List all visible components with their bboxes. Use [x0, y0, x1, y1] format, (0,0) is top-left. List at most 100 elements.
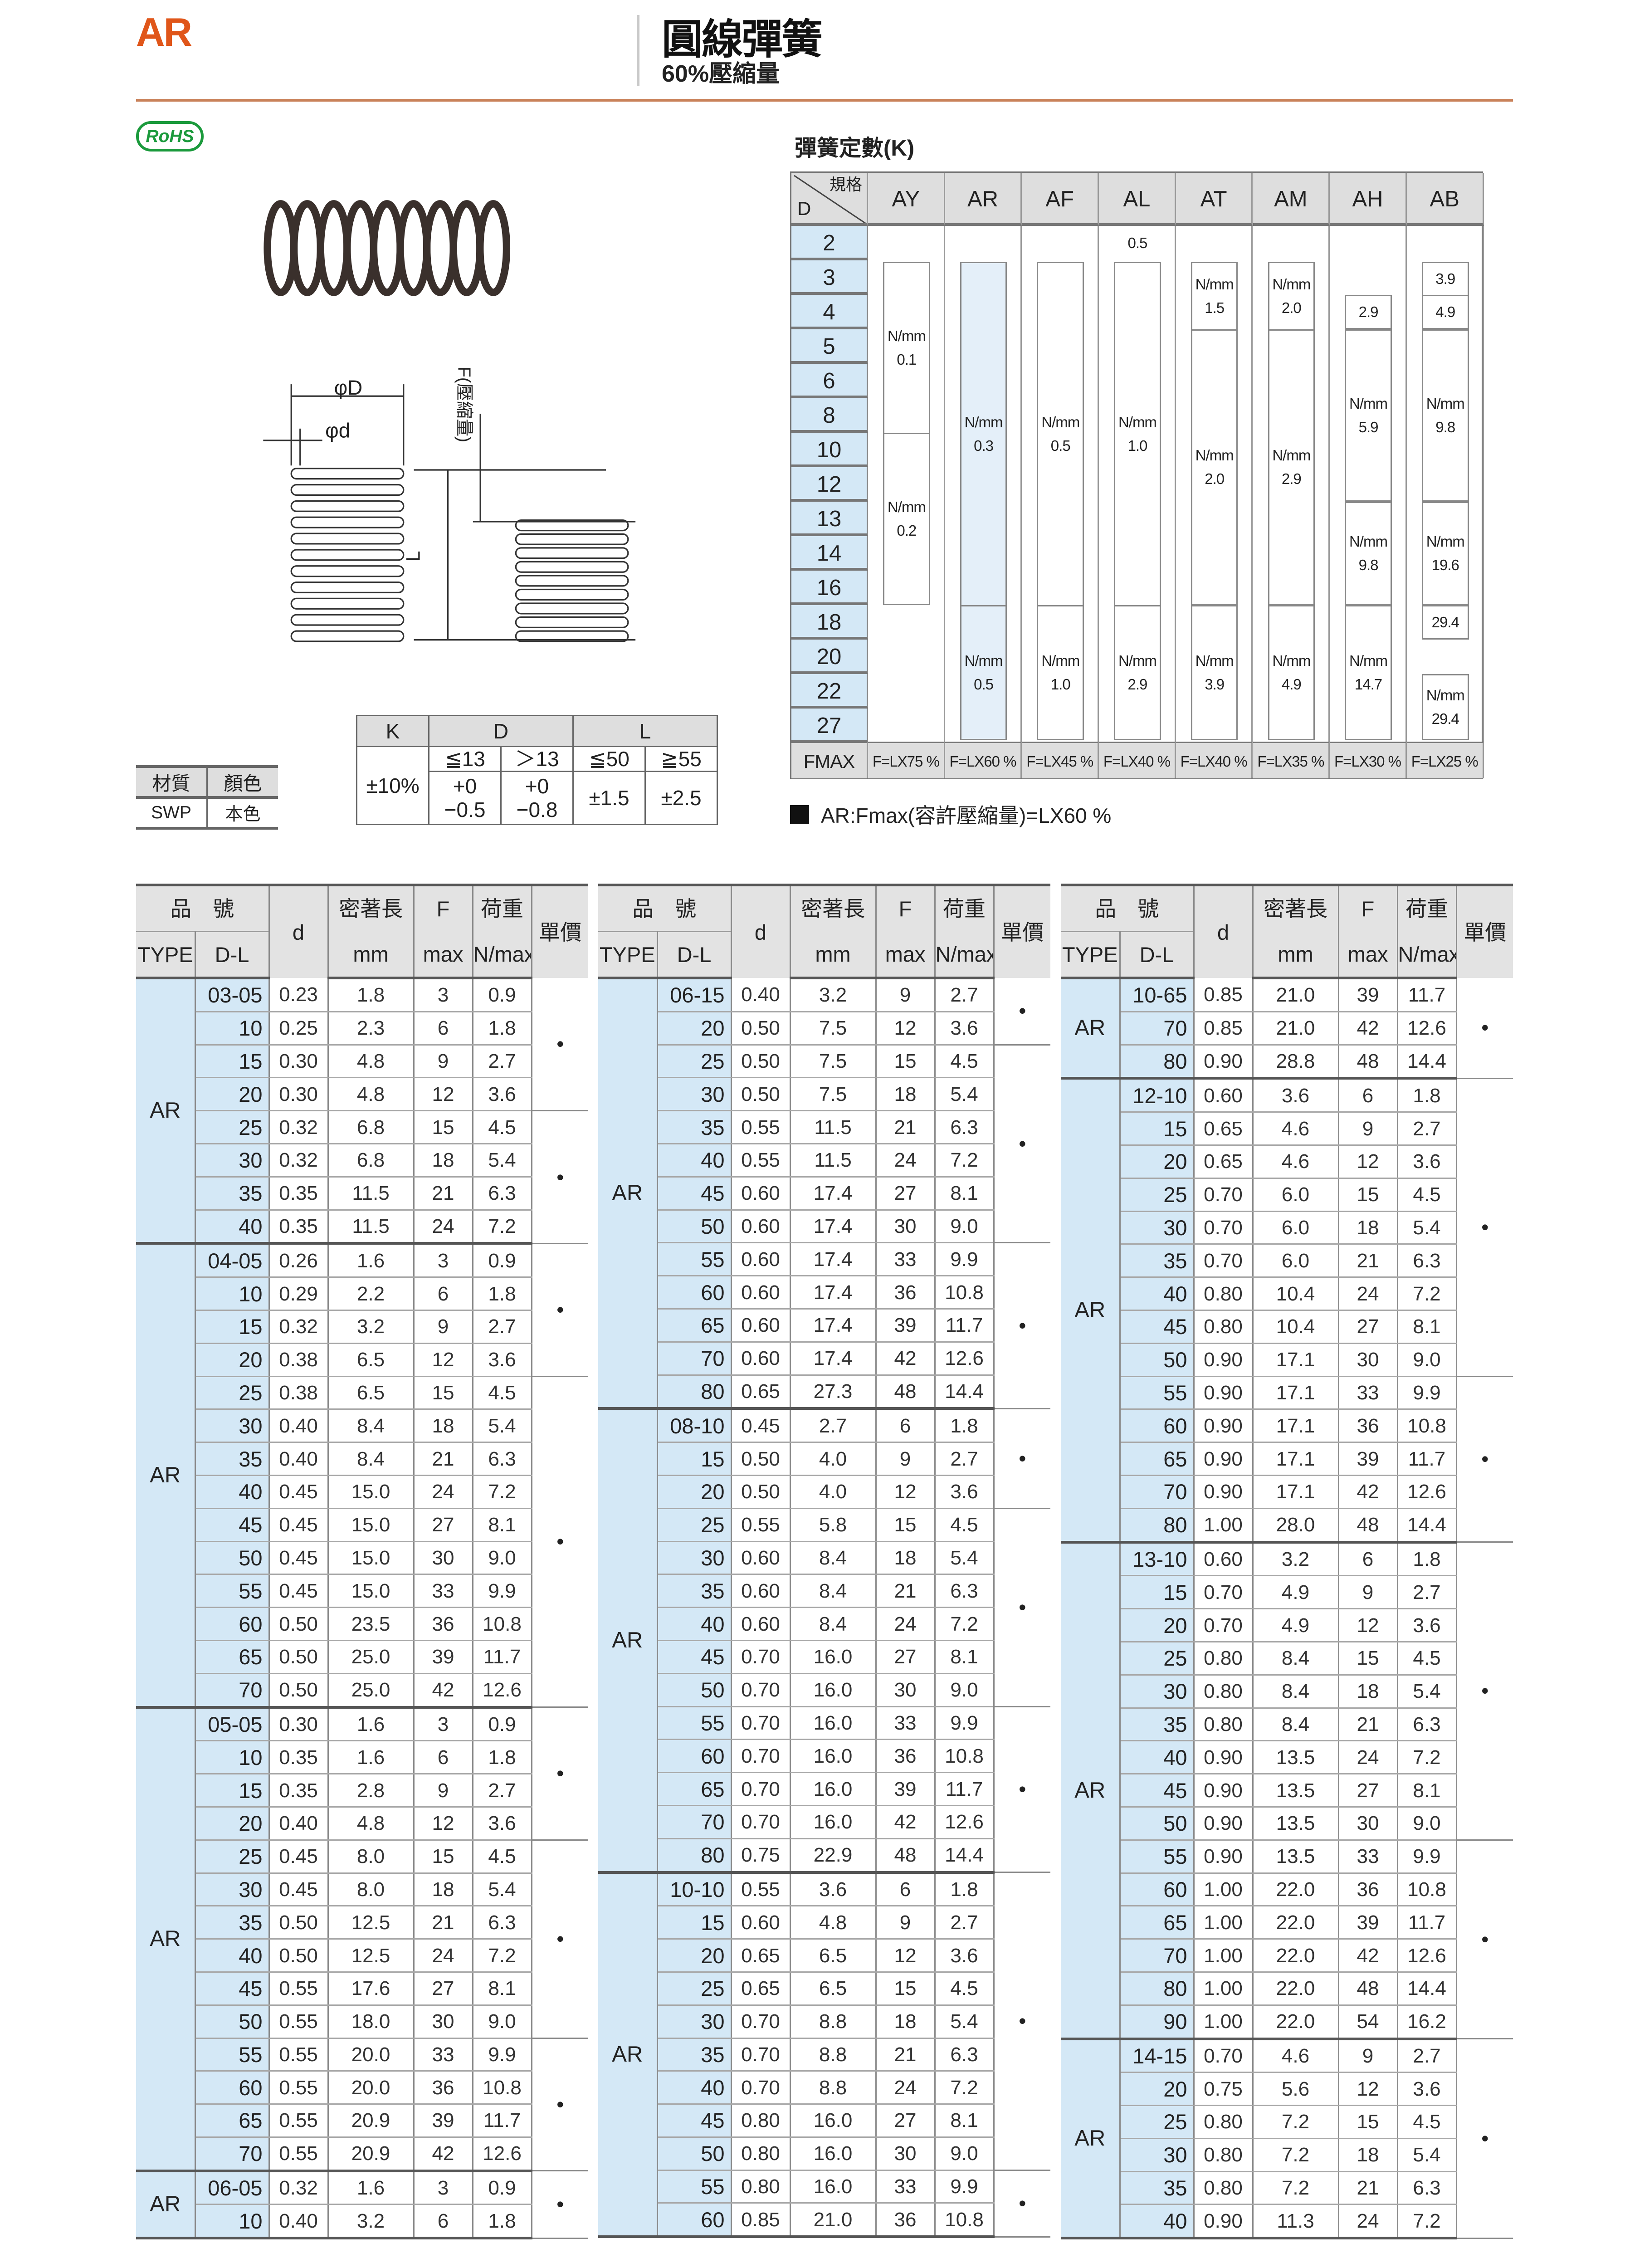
table-row: 65 0.55 20.9 39 11.7 [136, 2104, 588, 2138]
d-cell: 0.40 [269, 2204, 329, 2240]
f-max-cell: 30 [414, 1541, 473, 1575]
load-cell: 12.6 [935, 1805, 995, 1839]
header-rule [136, 99, 1513, 102]
solid-length-cell: 10.4 [1253, 1310, 1339, 1344]
spring-constant-segment: N/mm 9.8 [1345, 502, 1392, 605]
load-cell: 12.6 [473, 2137, 532, 2172]
load-cell: 10.8 [935, 1276, 995, 1310]
unit-label: N/mm [1195, 276, 1234, 293]
table-row: 30 0.70 8.8 18 5.4 [598, 2005, 1050, 2039]
load-cell: 5.4 [935, 1541, 995, 1575]
load-cell: 5.4 [473, 1409, 532, 1443]
load-cell: 4.5 [473, 1840, 532, 1874]
constant-value: 2.0 [1281, 299, 1302, 316]
coil-turn [370, 200, 404, 296]
dl-cell: 10-65 [1120, 978, 1195, 1012]
table-row: 25 0.80 7.2 15 4.5 [1061, 2105, 1513, 2139]
dl-cell: 45 [1120, 1774, 1195, 1808]
solid-length-cell: 12.5 [328, 1906, 415, 1940]
constant-value: 9.8 [1435, 419, 1455, 435]
table-row: 40 0.70 8.8 24 7.2 [598, 2071, 1050, 2105]
d-cell: 0.23 [269, 978, 329, 1012]
product-table: 品 號 d 密著長 F 荷重 單價 TYPE D-L mm max N/max AR 06-15 0.40… [598, 884, 1050, 2239]
d-cell: 1.00 [1194, 2005, 1254, 2040]
coil-turn [290, 565, 405, 577]
price-cell: • [532, 1376, 588, 1708]
load-cell: 3.6 [935, 1475, 995, 1509]
unit-label: N/mm [1349, 533, 1388, 550]
load-cell: 8.1 [935, 1177, 995, 1211]
spec-header-af: AF [1022, 173, 1099, 226]
f-max-cell: 39 [1338, 978, 1398, 1012]
load-cell: 9.0 [935, 1210, 995, 1244]
tol-k-value: ±10% [356, 746, 429, 825]
table-row: 40 0.90 13.5 24 7.2 [1061, 1740, 1513, 1775]
spec-column [1253, 226, 1330, 743]
dl-cell: 40 [1120, 1740, 1195, 1775]
d-cell: 0.45 [269, 1541, 329, 1575]
solid-length-cell: 23.5 [328, 1607, 415, 1641]
d-cell: 0.70 [1194, 1244, 1254, 1278]
dl-cell: 06-05 [195, 2170, 270, 2205]
dl-cell: 80 [1120, 1508, 1195, 1544]
load-cell: 10.8 [473, 1607, 532, 1641]
load-cell: 1.8 [473, 1012, 532, 1046]
table-row: 35 0.50 12.5 21 6.3 [136, 1906, 588, 1940]
f-max-cell: 33 [1338, 1840, 1398, 1874]
type-cell: AR [136, 2170, 196, 2240]
load-cell: 3.6 [473, 1077, 532, 1112]
table-row: 40 0.55 11.5 24 7.2 [598, 1144, 1050, 1178]
table-row: 35 0.70 8.8 21 6.3 [598, 2038, 1050, 2072]
table-row: 50 0.55 18.0 30 9.0 [136, 2005, 588, 2039]
f-max-cell: 21 [1338, 1708, 1398, 1742]
load-cell: 0.9 [473, 2170, 532, 2205]
dl-cell: 25 [657, 1972, 732, 2006]
spec-header-ah: AH [1330, 173, 1407, 226]
load-cell: 4.5 [1397, 1178, 1457, 1212]
d-value: 27 [791, 709, 868, 743]
spring-constant-segment: N/mm 2.9 [1268, 329, 1315, 605]
price-cell: • [1456, 1376, 1513, 1543]
f-max-cell: 21 [414, 1906, 473, 1940]
load-cell: 9.9 [473, 2038, 532, 2072]
d-cell: 0.29 [269, 1277, 329, 1311]
tol-sub: ≦13 [428, 746, 502, 772]
solid-length-cell: 8.4 [328, 1442, 415, 1476]
constant-value: 3.9 [1435, 270, 1455, 287]
unit-label: N/mm [1118, 414, 1157, 430]
f-max-cell: 15 [876, 1045, 936, 1079]
load-cell: 16.2 [1397, 2005, 1457, 2040]
solid-length-cell: 16.0 [790, 2104, 877, 2138]
load-cell: 5.4 [1397, 1211, 1457, 1245]
d-cell: 0.38 [269, 1376, 329, 1410]
unit-label: N/mm [1349, 395, 1388, 412]
dl-cell: 45 [657, 1640, 732, 1674]
dl-cell: 35 [195, 1906, 270, 1940]
coil-turn [515, 588, 629, 601]
d-cell: 0.45 [269, 1475, 329, 1509]
fmax-value: F=LX60 % [945, 742, 1022, 778]
dl-cell: 12-10 [1120, 1078, 1195, 1113]
f-max-cell: 15 [1338, 1642, 1398, 1676]
d-value: 3 [791, 260, 868, 295]
color-header: 顏色 [207, 765, 278, 799]
d-cell: 0.85 [1194, 978, 1254, 1012]
fmax-value: F=LX30 % [1330, 742, 1407, 778]
dl-cell: 15 [1120, 1112, 1195, 1146]
dl-cell: 15 [1120, 1575, 1195, 1610]
table-row: 25 0.70 6.0 15 4.5 [1061, 1178, 1513, 1212]
dl-cell: 90 [1120, 2005, 1195, 2040]
header-dl: D-L [657, 931, 732, 979]
d-cell: 0.50 [731, 1045, 791, 1079]
f-max-cell: 42 [414, 1673, 473, 1709]
f-max-cell: 24 [414, 1210, 473, 1245]
type-cell: AR [1061, 1542, 1121, 2040]
d-cell: 0.90 [1194, 1343, 1254, 1377]
f-max-cell: 30 [1338, 1343, 1398, 1377]
dl-cell: 40 [657, 1144, 732, 1178]
dl-cell: 70 [657, 1342, 732, 1376]
spring-constant-segment: 2.9 [1345, 295, 1392, 329]
table-row: 45 0.80 16.0 27 8.1 [598, 2104, 1050, 2138]
